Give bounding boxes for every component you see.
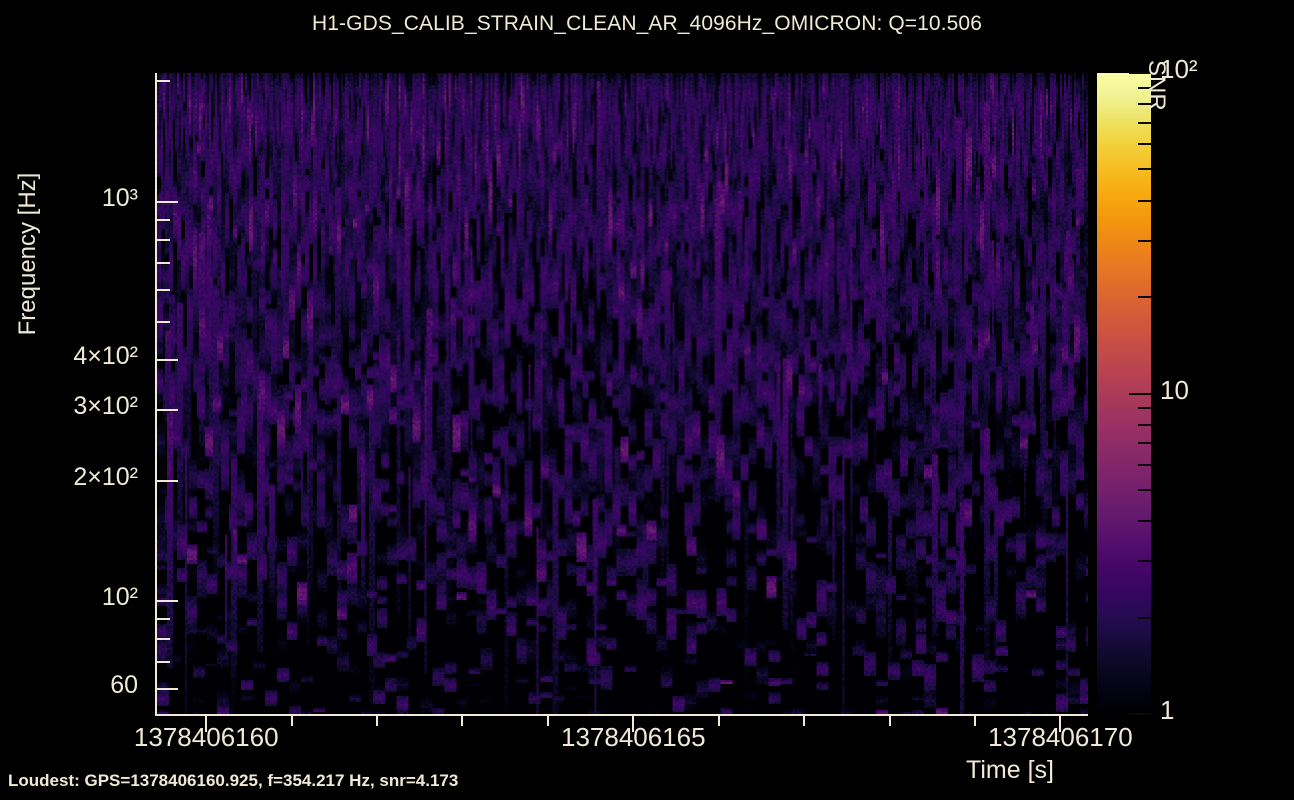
x-axis-tick xyxy=(376,714,379,726)
colorbar-tick xyxy=(1138,168,1151,171)
colorbar-tick xyxy=(1138,239,1151,242)
x-axis-tick xyxy=(717,714,720,726)
x-axis-tick xyxy=(888,714,891,726)
x-axis-tick xyxy=(205,714,208,732)
x-axis-label: Time [s] xyxy=(966,756,1054,784)
colorbar-tick xyxy=(1138,488,1151,491)
x-axis-tick xyxy=(461,714,464,726)
page-title: H1-GDS_CALIB_STRAIN_CLEAN_AR_4096Hz_OMIC… xyxy=(312,12,982,35)
colorbar-tick-label: 1 xyxy=(1160,695,1175,725)
y-axis-tick xyxy=(155,320,170,323)
y-axis-tick xyxy=(155,239,170,242)
y-axis-tick xyxy=(155,688,178,691)
y-axis-tick xyxy=(155,359,178,362)
colorbar-tick xyxy=(1129,72,1151,74)
spectrogram-image xyxy=(157,73,1088,714)
colorbar-tick-label: 10² xyxy=(1160,54,1198,84)
y-axis-tick xyxy=(155,617,170,620)
y-axis-tick xyxy=(155,638,170,641)
y-axis-tick-label: 2×10² xyxy=(73,462,138,491)
x-axis-tick xyxy=(1059,714,1062,732)
y-axis-tick xyxy=(155,200,178,203)
y-axis-tick xyxy=(155,289,170,292)
x-axis-tick-label: 1378406165 xyxy=(560,722,706,752)
colorbar-tick xyxy=(1138,423,1151,426)
colorbar-tick xyxy=(1138,143,1151,146)
x-axis-tick xyxy=(546,714,549,726)
colorbar-tick xyxy=(1129,713,1151,715)
y-axis-tick-label: 60 xyxy=(110,671,138,700)
spectrogram-canvas xyxy=(157,73,1088,714)
y-axis-tick-label: 4×10² xyxy=(73,342,138,371)
y-axis-tick xyxy=(155,262,170,265)
y-axis-tick-label: 3×10² xyxy=(73,392,138,421)
x-axis-tick-label: 1378406160 xyxy=(133,722,279,752)
colorbar-tick xyxy=(1138,121,1151,124)
colorbar-tick xyxy=(1138,86,1151,89)
x-axis-tick-label: 1378406170 xyxy=(988,722,1133,752)
y-axis-tick-label: 10² xyxy=(101,582,138,611)
colorbar-tick xyxy=(1138,103,1151,106)
y-axis-tick xyxy=(155,409,178,412)
loudest-event-caption: Loudest: GPS=1378406160.925, f=354.217 H… xyxy=(8,771,459,790)
x-axis-tick xyxy=(290,714,293,726)
colorbar-tick xyxy=(1138,199,1151,202)
y-axis-tick-label: 10³ xyxy=(101,183,138,212)
colorbar-tick xyxy=(1138,463,1151,466)
colorbar-tick xyxy=(1138,560,1151,563)
colorbar-title: SNR xyxy=(1143,60,1170,111)
y-axis-label: Frequency [Hz] xyxy=(14,172,41,336)
colorbar-tick-label: 10 xyxy=(1160,374,1189,405)
colorbar-tick xyxy=(1138,520,1151,523)
colorbar-tick xyxy=(1129,392,1151,395)
colorbar xyxy=(1097,72,1151,715)
x-axis-tick xyxy=(973,714,976,726)
plot-area xyxy=(155,73,1088,716)
colorbar-tick xyxy=(1138,616,1151,619)
y-axis-tick xyxy=(155,218,170,221)
colorbar-tick xyxy=(1138,296,1151,299)
x-axis-tick xyxy=(632,714,635,732)
y-axis-tick xyxy=(155,479,178,482)
colorbar-tick xyxy=(1138,442,1151,445)
y-axis-tick xyxy=(155,599,178,602)
y-axis-tick xyxy=(155,661,170,664)
y-axis-tick xyxy=(155,80,170,83)
colorbar-tick xyxy=(1138,407,1151,410)
x-axis-tick xyxy=(803,714,806,726)
